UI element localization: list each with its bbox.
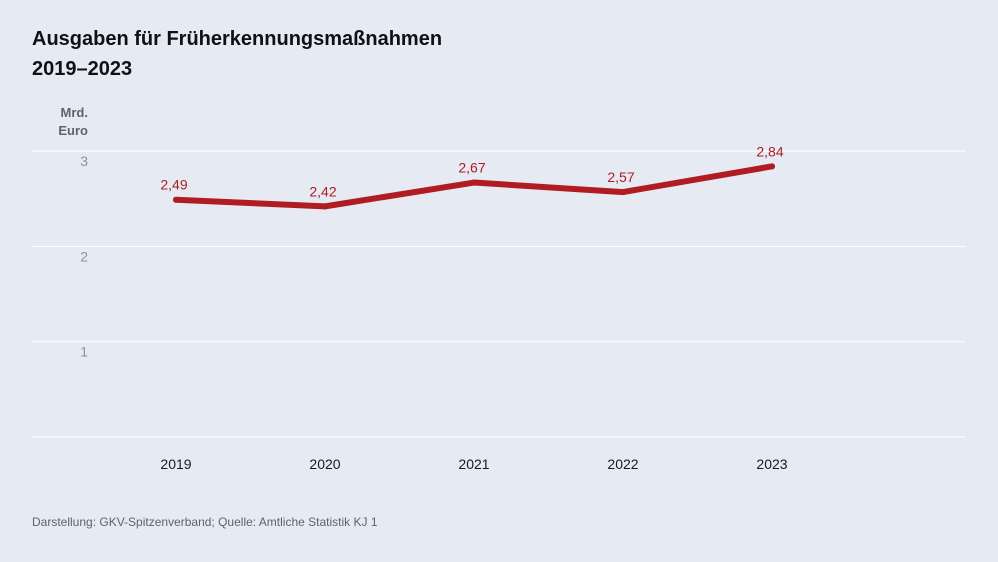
y-axis-unit-label: Mrd. Euro <box>28 104 88 140</box>
x-tick-label: 2019 <box>160 456 191 472</box>
series-group <box>173 163 775 210</box>
x-tick-label: 2023 <box>756 456 787 472</box>
data-point <box>620 189 626 196</box>
data-label: 2,42 <box>309 183 336 199</box>
x-axis-ticks: 2019 2020 2021 2022 2023 <box>160 456 787 472</box>
chart-title: Ausgaben für Früherkennungsmaßnahmen 201… <box>32 24 442 84</box>
y-axis-unit-line2: Euro <box>58 123 88 138</box>
data-labels: 2,49 2,42 2,67 2,57 2,84 <box>160 143 783 199</box>
y-axis-unit-line1: Mrd. <box>60 105 88 120</box>
y-tick-label: 2 <box>80 248 88 264</box>
x-tick-label: 2022 <box>607 456 638 472</box>
data-point <box>769 163 775 170</box>
data-label: 2,49 <box>160 177 187 193</box>
gridlines <box>32 150 966 438</box>
data-point <box>471 179 477 186</box>
x-tick-label: 2020 <box>309 456 340 472</box>
y-axis-ticks: 1 2 3 <box>80 153 88 360</box>
data-label: 2,57 <box>607 169 634 185</box>
x-tick-label: 2021 <box>458 456 489 472</box>
data-point <box>173 196 179 203</box>
source-note: Darstellung: GKV-Spitzenverband; Quelle:… <box>32 515 378 529</box>
data-point <box>322 203 328 210</box>
y-tick-label: 1 <box>80 344 88 360</box>
chart-title-line2: 2019–2023 <box>32 58 133 80</box>
data-label: 2,67 <box>458 160 485 176</box>
chart-title-line1: Ausgaben für Früherkennungsmaßnahmen <box>32 28 443 50</box>
y-tick-label: 3 <box>80 153 88 169</box>
data-label: 2,84 <box>756 143 783 159</box>
